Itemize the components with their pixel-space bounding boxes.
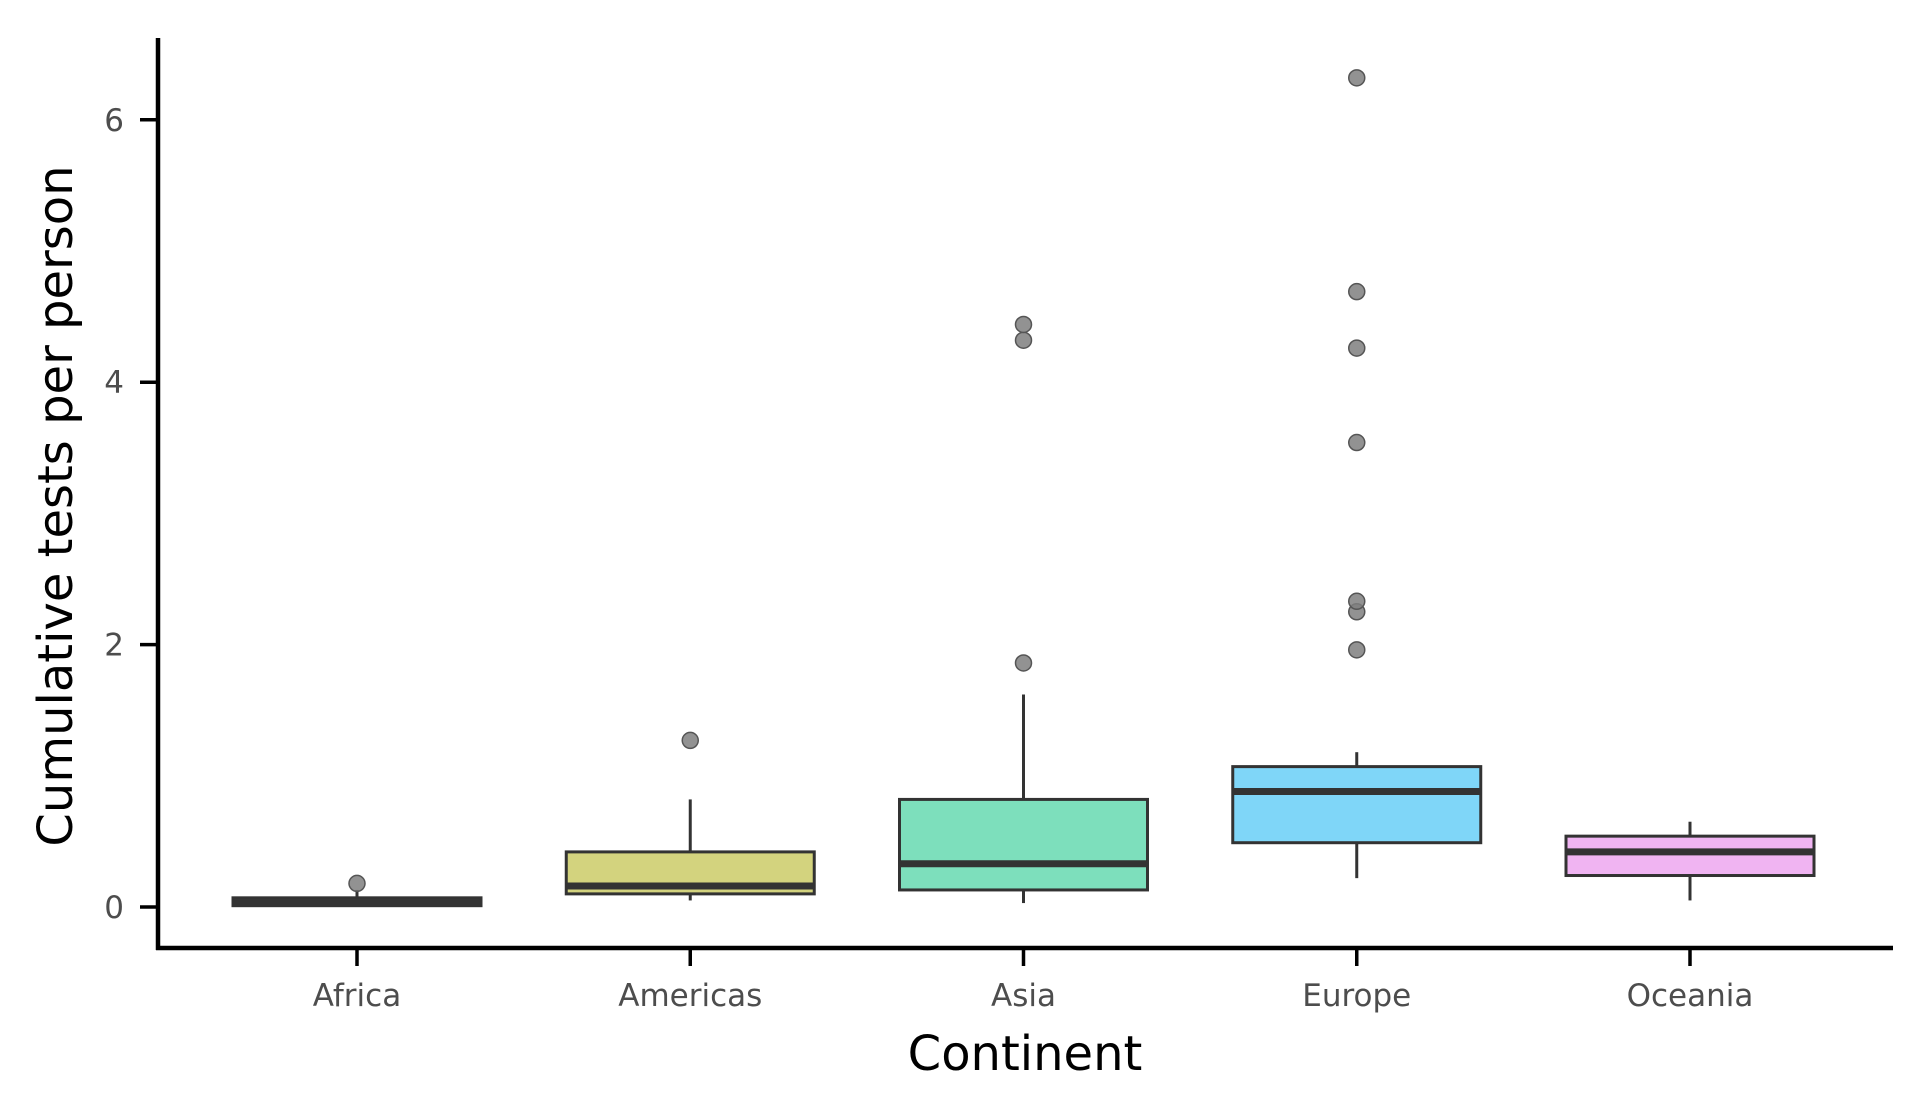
box-oceania bbox=[1564, 821, 1816, 901]
box-africa bbox=[231, 874, 483, 908]
outlier-point bbox=[1348, 69, 1366, 87]
y-tick-label: 6 bbox=[104, 103, 124, 139]
outlier-point bbox=[1014, 331, 1033, 349]
x-tick-label: Africa bbox=[313, 978, 401, 1014]
x-tick-label: Europe bbox=[1302, 978, 1411, 1014]
plot-area bbox=[231, 69, 1816, 908]
y-tick-label: 2 bbox=[104, 628, 124, 664]
x-axis-title: Continent bbox=[908, 1026, 1143, 1082]
y-tick-label: 4 bbox=[104, 365, 124, 401]
outlier-point bbox=[1348, 592, 1366, 611]
outlier-point bbox=[1348, 433, 1366, 452]
box-europe bbox=[1231, 69, 1483, 879]
box-americas bbox=[564, 731, 816, 901]
outlier-point bbox=[1014, 315, 1033, 334]
x-ticks: Africa Americas Asia Europe Oceania bbox=[313, 948, 1754, 1014]
outlier-point bbox=[681, 731, 699, 750]
x-tick-label: Oceania bbox=[1627, 978, 1754, 1014]
y-tick-label: 0 bbox=[104, 890, 124, 926]
x-tick-label: Asia bbox=[991, 978, 1056, 1014]
box-rect bbox=[898, 797, 1149, 892]
outlier-point bbox=[348, 874, 366, 893]
box-asia bbox=[898, 315, 1149, 904]
box-rect bbox=[1231, 765, 1483, 845]
y-ticks: 0 2 4 6 bbox=[104, 103, 158, 926]
box-rect bbox=[1564, 834, 1816, 878]
x-tick-label: Americas bbox=[618, 978, 762, 1014]
outlier-point bbox=[1348, 339, 1366, 357]
outlier-point bbox=[1348, 641, 1366, 659]
outlier-point bbox=[1348, 282, 1366, 301]
y-axis-title: Cumulative tests per person bbox=[28, 165, 84, 846]
outlier-point bbox=[1014, 654, 1033, 672]
